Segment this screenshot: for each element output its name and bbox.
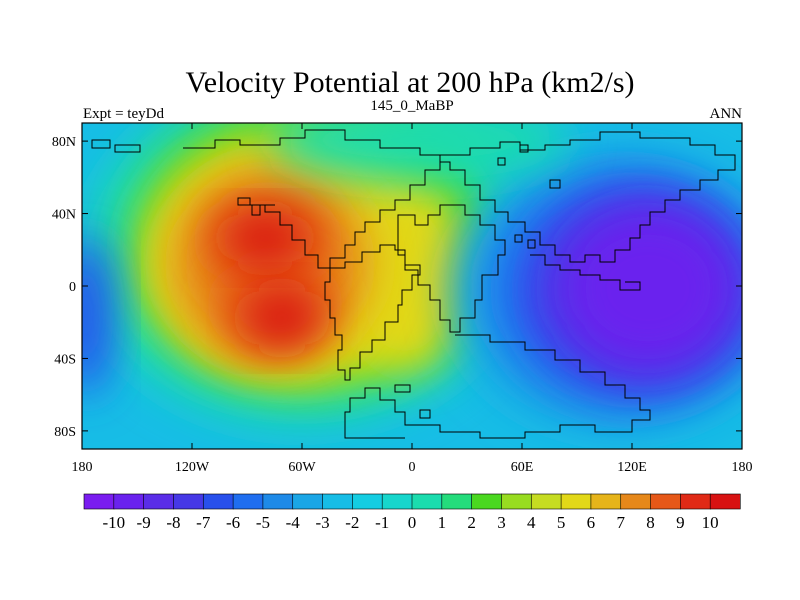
map-panel bbox=[82, 123, 742, 449]
colorbar-swatch bbox=[411, 493, 443, 510]
colorbar-label: -4 bbox=[286, 513, 301, 532]
colorbar-swatch bbox=[709, 493, 741, 510]
colorbar-label: 8 bbox=[646, 513, 655, 532]
x-tick-label: 180 bbox=[732, 460, 753, 475]
axis-ticks: 180 120W 60W 0 60E 120E 180 80N 40N 0 40S 80S bbox=[52, 123, 753, 475]
colorbar-label: 7 bbox=[616, 513, 625, 532]
colorbar-swatch bbox=[292, 493, 324, 510]
colorbar-label: 10 bbox=[702, 513, 719, 532]
colorbar-label: 0 bbox=[408, 513, 417, 532]
colorbar-swatch bbox=[262, 493, 294, 510]
y-tick-label: 0 bbox=[69, 280, 76, 295]
colorbar-swatch bbox=[173, 493, 204, 510]
colorbar-label: -9 bbox=[137, 513, 151, 532]
colorbar-swatch bbox=[680, 493, 711, 510]
colorbar-swatch bbox=[471, 493, 503, 510]
y-tick-label: 80N bbox=[52, 135, 76, 150]
colorbar-label: 1 bbox=[438, 513, 447, 532]
colorbar: -10 -9 -8 -7 -6 -5 -4 -3 -2 -1 0 1 2 3 4 5 6 7 8 9 10 bbox=[83, 493, 741, 532]
colorbar-swatch bbox=[590, 493, 622, 510]
colorbar-swatch bbox=[381, 493, 413, 510]
field-blob bbox=[560, 208, 736, 368]
chart-title: Velocity Potential at 200 hPa (km2/s) bbox=[185, 66, 634, 99]
coastline-eurasia bbox=[440, 131, 736, 263]
coastline-islands bbox=[91, 139, 561, 419]
x-tick-label: 60E bbox=[511, 460, 534, 475]
left-string: Expt = teyDd bbox=[83, 106, 164, 122]
colorbar-swatch bbox=[530, 493, 562, 510]
x-tick-label: 120W bbox=[175, 460, 210, 475]
x-tick-label: 180 bbox=[72, 460, 93, 475]
colorbar-swatch bbox=[650, 493, 681, 510]
colorbar-label: -7 bbox=[196, 513, 211, 532]
colorbar-swatch bbox=[322, 493, 353, 510]
colorbar-label: 5 bbox=[557, 513, 566, 532]
colorbar-swatch bbox=[620, 493, 652, 510]
colorbar-label: 4 bbox=[527, 513, 536, 532]
x-tick-label: 120E bbox=[617, 460, 647, 475]
coastline-south-america bbox=[324, 244, 421, 381]
x-tick-label: 60W bbox=[288, 460, 316, 475]
colorbar-swatch bbox=[83, 493, 115, 510]
colorbar-swatch bbox=[352, 493, 383, 510]
colorbar-label: 6 bbox=[587, 513, 596, 532]
colorbar-label: -8 bbox=[166, 513, 180, 532]
colorbar-label: -3 bbox=[315, 513, 329, 532]
colorbar-label: -2 bbox=[345, 513, 359, 532]
field-blob bbox=[82, 235, 113, 395]
colorbar-label: -10 bbox=[102, 513, 125, 532]
coastline-australia bbox=[344, 334, 651, 439]
colorbar-swatch bbox=[501, 493, 532, 510]
center-string: 145_0_MaBP bbox=[370, 98, 453, 114]
coastline-north-america bbox=[183, 129, 441, 269]
colorbar-swatch bbox=[113, 493, 145, 510]
colorbar-label: 2 bbox=[467, 513, 476, 532]
colorbar-swatch bbox=[441, 493, 473, 510]
colorbar-label: -1 bbox=[375, 513, 389, 532]
colorbar-swatch bbox=[202, 493, 234, 510]
shaded-field bbox=[82, 123, 742, 430]
coastline-asia-south bbox=[530, 254, 641, 291]
field-blob bbox=[223, 213, 307, 263]
y-tick-label: 40S bbox=[54, 352, 76, 367]
colorbar-label: 3 bbox=[497, 513, 506, 532]
field-blob bbox=[244, 290, 320, 346]
colorbar-swatch bbox=[143, 493, 175, 510]
right-string: ANN bbox=[710, 106, 743, 122]
colorbar-label: 9 bbox=[676, 513, 685, 532]
colorbar-swatch bbox=[560, 493, 592, 510]
coastline-africa bbox=[397, 204, 506, 333]
coastlines bbox=[91, 129, 736, 439]
field-blob bbox=[347, 190, 463, 370]
y-tick-label: 40N bbox=[52, 208, 76, 223]
y-tick-label: 80S bbox=[54, 425, 76, 440]
x-tick-label: 0 bbox=[409, 460, 416, 475]
colorbar-label: -6 bbox=[226, 513, 240, 532]
colorbar-label: -5 bbox=[256, 513, 270, 532]
colorbar-swatch bbox=[232, 493, 264, 510]
